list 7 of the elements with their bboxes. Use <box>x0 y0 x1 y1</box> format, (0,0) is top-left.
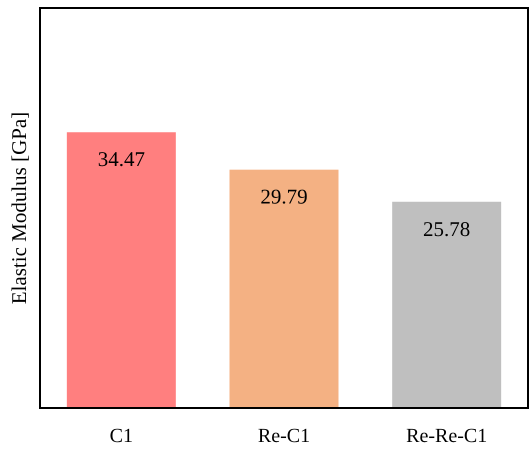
x-tick-label: C1 <box>110 425 134 447</box>
data-label: 25.78 <box>423 216 470 241</box>
data-label: 29.79 <box>260 184 308 209</box>
x-tick-label: Re-Re-C1 <box>406 425 488 447</box>
x-tick-label: Re-C1 <box>258 425 310 447</box>
y-axis-title: Elastic Modulus [GPa] <box>7 112 31 304</box>
data-label: 34.47 <box>98 147 145 172</box>
